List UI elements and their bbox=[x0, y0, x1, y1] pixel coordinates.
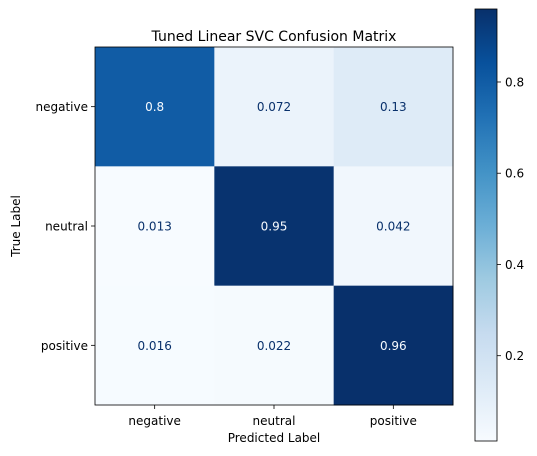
heatmap-cell bbox=[95, 285, 215, 406]
heatmap-cell bbox=[214, 166, 335, 287]
x-axis-label: Predicted Label bbox=[228, 431, 321, 445]
y-tick-label: negative bbox=[36, 100, 88, 114]
x-tick-label: neutral bbox=[253, 414, 296, 428]
y-tick-label: positive bbox=[41, 339, 88, 353]
y-axis-label: True Label bbox=[9, 195, 23, 258]
heatmap-cell bbox=[333, 47, 454, 167]
cell-value-label: 0.95 bbox=[261, 220, 288, 234]
cell-value-label: 0.13 bbox=[380, 100, 407, 114]
heatmap-cell bbox=[214, 47, 335, 167]
heatmap-value-labels: 0.8 0.072 0.13 0.013 0.95 0.042 0.016 0.022 0.96 bbox=[137, 100, 410, 353]
chart-title: Tuned Linear SVC Confusion Matrix bbox=[151, 29, 397, 45]
colorbar bbox=[474, 8, 498, 442]
colorbar-ticks: 0.2 0.4 0.6 0.8 bbox=[497, 75, 524, 363]
cell-value-label: 0.96 bbox=[380, 339, 407, 353]
y-tick-label: neutral bbox=[45, 220, 88, 234]
colorbar-tick-label: 0.8 bbox=[505, 75, 524, 89]
colorbar-tick-label: 0.4 bbox=[505, 258, 524, 272]
cell-value-label: 0.042 bbox=[376, 220, 410, 234]
colorbar-tick-label: 0.2 bbox=[505, 349, 524, 363]
cell-value-label: 0.016 bbox=[137, 339, 171, 353]
x-tick-label: negative bbox=[128, 414, 180, 428]
heatmap-cell bbox=[333, 285, 454, 406]
cell-value-label: 0.013 bbox=[137, 220, 171, 234]
x-tick-label: positive bbox=[370, 414, 417, 428]
heatmap-cell bbox=[214, 285, 335, 406]
heatmap-cell bbox=[333, 166, 454, 287]
cell-value-label: 0.8 bbox=[145, 100, 164, 114]
y-axis-ticks: negative neutral positive bbox=[36, 100, 95, 353]
heatmap-cells bbox=[95, 47, 454, 406]
cell-value-label: 0.022 bbox=[257, 339, 291, 353]
x-axis-ticks: negative neutral positive bbox=[128, 405, 417, 428]
heatmap-cell bbox=[95, 47, 215, 167]
cell-value-label: 0.072 bbox=[257, 100, 291, 114]
heatmap-cell bbox=[95, 166, 215, 287]
colorbar-tick-label: 0.6 bbox=[505, 167, 524, 181]
